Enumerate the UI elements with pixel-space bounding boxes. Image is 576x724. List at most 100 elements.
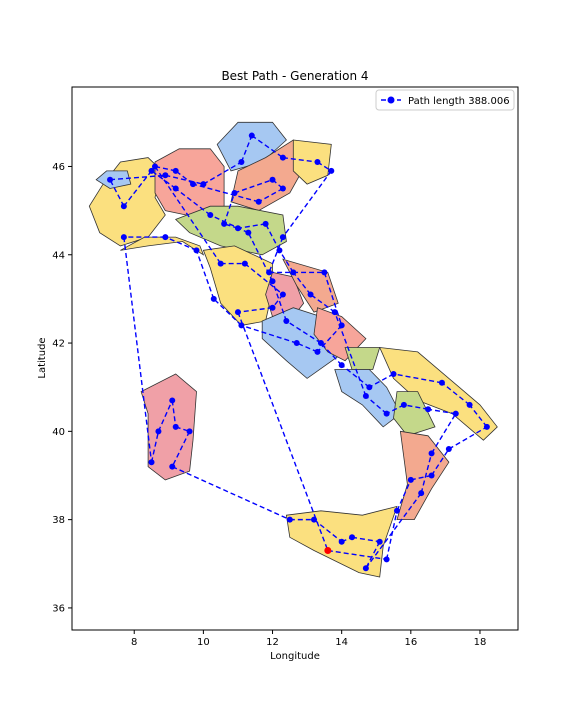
path-segment bbox=[171, 431, 191, 467]
path-segment bbox=[327, 549, 387, 561]
path-point bbox=[200, 181, 207, 188]
path-point bbox=[266, 269, 273, 276]
path-point bbox=[238, 159, 245, 166]
legend-box bbox=[375, 89, 515, 111]
path-segment bbox=[368, 373, 394, 388]
path-point bbox=[317, 340, 324, 347]
y-tick-label: 36 bbox=[52, 603, 65, 614]
y-tick-label: 40 bbox=[52, 427, 65, 438]
path-segment bbox=[175, 187, 211, 216]
path-point bbox=[314, 159, 321, 166]
path-segment bbox=[154, 166, 222, 264]
region-veneto bbox=[230, 139, 308, 212]
path-segment bbox=[237, 307, 273, 313]
path-point bbox=[366, 384, 373, 391]
path-point bbox=[172, 167, 179, 174]
path-segment bbox=[165, 174, 204, 185]
path-segment bbox=[109, 174, 166, 181]
path-point bbox=[338, 362, 345, 369]
path-segment bbox=[213, 298, 242, 326]
path-point bbox=[362, 565, 369, 572]
path-segment bbox=[109, 179, 125, 207]
path-point bbox=[418, 490, 425, 497]
legend-marker bbox=[387, 96, 395, 104]
path-segment bbox=[175, 170, 194, 185]
path-segment bbox=[244, 263, 284, 296]
path-point bbox=[231, 189, 238, 196]
x-axis: 8 10 12 14 16 18 bbox=[131, 630, 486, 648]
y-tick-label: 46 bbox=[52, 162, 65, 173]
path-segment bbox=[396, 479, 412, 512]
path-segment bbox=[403, 404, 429, 410]
path-segment bbox=[282, 156, 318, 163]
path-point bbox=[148, 459, 155, 466]
path-point bbox=[279, 185, 286, 192]
path-point bbox=[293, 340, 300, 347]
path-segment bbox=[150, 431, 160, 463]
path-segment bbox=[316, 324, 343, 353]
path-segment bbox=[171, 466, 291, 521]
x-tick-label: 12 bbox=[266, 637, 279, 648]
path-point bbox=[425, 406, 432, 413]
path-point bbox=[269, 176, 276, 183]
path-segment bbox=[420, 453, 433, 494]
legend: Path length 388.006 bbox=[375, 89, 515, 111]
path-point bbox=[269, 304, 276, 311]
path-point bbox=[234, 225, 241, 232]
region-trentino bbox=[216, 121, 287, 172]
path-segment bbox=[393, 373, 443, 384]
path-point bbox=[248, 132, 255, 139]
path-point bbox=[407, 476, 414, 483]
path-point bbox=[120, 234, 127, 241]
path-segment bbox=[154, 165, 176, 172]
path-segment bbox=[427, 408, 456, 415]
path-segment bbox=[292, 271, 312, 295]
path-segment bbox=[282, 170, 332, 238]
path-point bbox=[349, 534, 356, 541]
path-segment bbox=[430, 448, 450, 476]
path-segment bbox=[234, 179, 273, 194]
path-segment bbox=[448, 426, 488, 450]
path-point bbox=[172, 423, 179, 430]
start-point bbox=[324, 547, 332, 555]
path-point bbox=[148, 167, 155, 174]
path-point bbox=[241, 260, 248, 267]
x-tick-label: 14 bbox=[335, 637, 348, 648]
path-segment bbox=[278, 249, 294, 273]
path-segment bbox=[203, 161, 242, 185]
path-segment bbox=[171, 400, 177, 428]
path-point bbox=[428, 450, 435, 457]
path-point bbox=[169, 397, 176, 404]
path-segment bbox=[296, 342, 318, 353]
path-point bbox=[452, 410, 459, 417]
path-segment bbox=[410, 474, 432, 481]
x-tick-label: 16 bbox=[404, 637, 417, 648]
path-point bbox=[311, 516, 318, 523]
path-layer bbox=[107, 132, 490, 572]
path-segment bbox=[386, 404, 405, 415]
path-point bbox=[390, 370, 397, 377]
path-point bbox=[217, 260, 224, 267]
x-tick-label: 18 bbox=[474, 637, 487, 648]
path-point bbox=[151, 163, 158, 170]
path-point bbox=[162, 234, 169, 241]
path-segment bbox=[151, 170, 177, 190]
path-segment bbox=[123, 237, 153, 463]
path-point bbox=[207, 212, 214, 219]
region-calabria bbox=[396, 430, 450, 520]
path-point bbox=[321, 269, 328, 276]
path-segment bbox=[240, 135, 253, 163]
path-point bbox=[107, 176, 114, 183]
path-segment bbox=[271, 281, 288, 322]
y-tick-label: 38 bbox=[52, 515, 65, 526]
region-liguria bbox=[120, 236, 205, 256]
path-segment bbox=[323, 272, 343, 326]
y-tick-label: 42 bbox=[52, 339, 65, 350]
path-point bbox=[362, 393, 369, 400]
path-segment bbox=[157, 400, 173, 432]
region-puglia bbox=[379, 347, 498, 441]
path-segment bbox=[223, 192, 236, 225]
path-point bbox=[172, 185, 179, 192]
path-segment bbox=[365, 395, 388, 415]
y-tick-label: 44 bbox=[52, 250, 65, 261]
